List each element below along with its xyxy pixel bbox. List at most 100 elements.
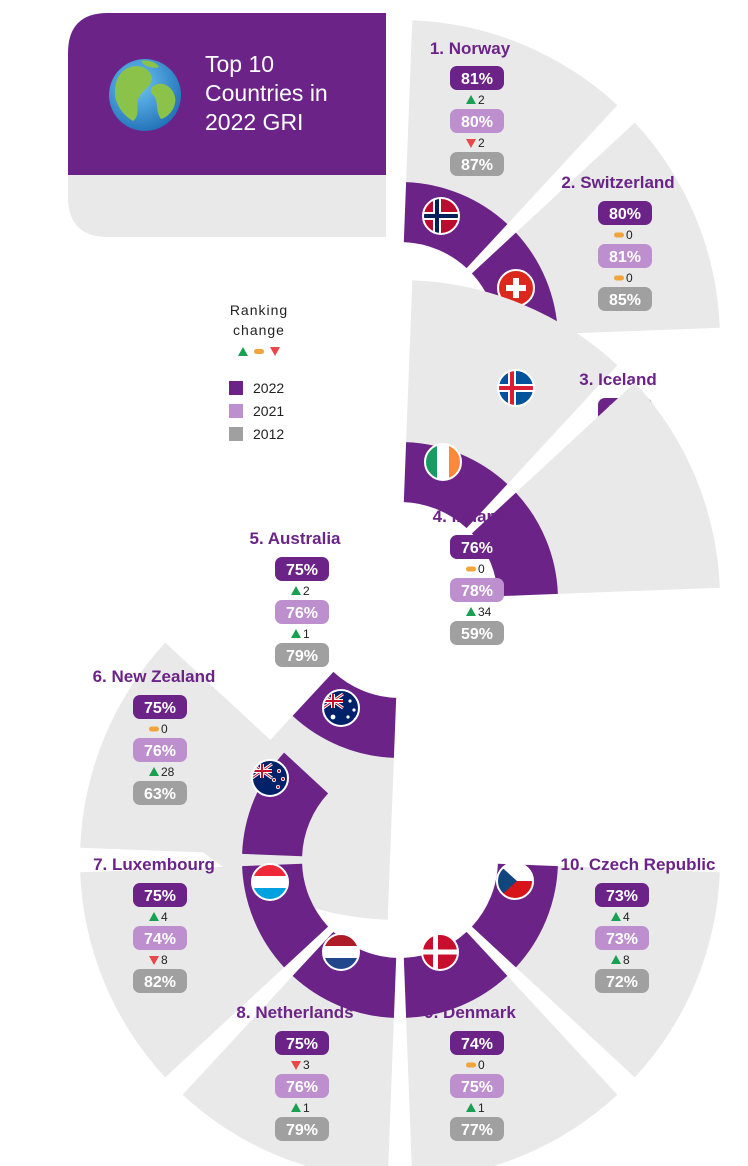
score-2022-pill [450, 66, 504, 90]
score-2012-pill [133, 969, 187, 993]
iceland-flag-icon [497, 369, 535, 407]
score-2022-value: 75% [144, 888, 176, 905]
ranking-change-value: 0 [626, 228, 633, 242]
legend-title-line-1: Ranking [230, 302, 288, 318]
ranking-change-value: 28 [161, 765, 175, 779]
segment-flag-band [242, 752, 329, 857]
segment-background [182, 975, 394, 1166]
score-2022-pill [133, 695, 187, 719]
score-2021-value: 76% [286, 1079, 318, 1096]
score-2022-pill [450, 1031, 504, 1055]
country-name: 7. Luxembourg [93, 855, 215, 874]
country-name: 9. Denmark [424, 1003, 516, 1022]
score-2012-value: 79% [286, 648, 318, 665]
legend-label-2021: 2021 [253, 403, 284, 419]
ranking-change-value: 4 [623, 910, 630, 924]
change-same-icon [466, 1062, 476, 1068]
country-segment: 4. Ireland 76% 78% 59% 0 34 [424, 382, 720, 645]
change-same-icon [614, 232, 624, 238]
change-up-icon [466, 95, 476, 104]
country-segments: 1. Norway 81% 80% 87% 2 2 2. Switzerland 80% 81%… [80, 20, 720, 1166]
score-2021-value: 76% [144, 743, 176, 760]
country-segment: 6. New Zealand 75% 76% 63% 0 28 [80, 642, 329, 857]
score-2021-value: 80% [461, 114, 493, 131]
score-2012-pill [595, 969, 649, 993]
ranking-change-value: 4 [161, 910, 168, 924]
change-up-icon [466, 607, 476, 616]
score-2012-pill [275, 643, 329, 667]
country-segment: 8. Netherlands 75% 76% 79% 3 1 [182, 931, 397, 1166]
ranking-change-value: 1 [303, 627, 310, 641]
score-2012-value: 82% [144, 974, 176, 991]
score-2012-value: 77% [461, 1122, 493, 1139]
score-2021-pill [595, 926, 649, 950]
score-2022-pill [595, 883, 649, 907]
legend-label-2012: 2012 [253, 426, 284, 442]
change-same-icon [149, 726, 159, 732]
ranking-change-value: 2 [478, 136, 485, 150]
score-2021-pill [275, 600, 329, 624]
ranking-change-value: 1 [478, 1101, 485, 1115]
score-2021-pill [450, 109, 504, 133]
change-up-icon [149, 767, 159, 776]
country-name: 6. New Zealand [93, 667, 216, 686]
score-2021-value: 78% [461, 583, 493, 600]
score-2012-pill [275, 1117, 329, 1141]
score-2021-value: 81% [609, 249, 641, 266]
score-2012-value: 59% [461, 626, 493, 643]
title-card-purple [68, 13, 386, 175]
country-name: 10. Czech Republic [561, 855, 716, 874]
country-name: 4. Ireland [433, 507, 508, 526]
score-2012-value: 63% [144, 786, 176, 803]
score-2012-value: 87% [461, 157, 493, 174]
change-up-icon [291, 629, 301, 638]
score-2012-pill [450, 621, 504, 645]
change-up-icon [291, 586, 301, 595]
segment-flag-band [292, 931, 397, 1018]
score-2012-value: 85% [609, 292, 641, 309]
score-2021-value: 75% [461, 1079, 493, 1096]
legend: Ranking change 2022 2021 2012 [229, 302, 288, 442]
norway-flag-icon [422, 197, 460, 235]
score-2021-pill [450, 578, 504, 602]
score-2022-pill [133, 883, 187, 907]
score-2021-pill [598, 244, 652, 268]
score-2022-value: 75% [286, 562, 318, 579]
score-2022-value: 76% [461, 540, 493, 557]
title-line-2: Countries in [205, 80, 328, 106]
legend-swatch-2022 [229, 381, 243, 395]
change-same-icon [466, 566, 476, 572]
segment-flag-band [471, 492, 558, 597]
legend-up-icon [238, 347, 248, 356]
legend-same-icon [254, 349, 264, 354]
score-2022-pill [598, 201, 652, 225]
country-name: 3. Iceland [579, 370, 656, 389]
score-2021-value: 76% [286, 605, 318, 622]
ranking-change-value: 0 [626, 271, 633, 285]
ranking-change-value: 0 [478, 562, 485, 576]
title-line-1: Top 10 [205, 51, 274, 77]
score-2021-pill [275, 1074, 329, 1098]
ireland-flag-icon [424, 443, 462, 481]
score-2012-pill [133, 781, 187, 805]
title-block: Top 10 Countries in 2022 GRI [68, 13, 386, 237]
score-2022-value: 75% [144, 700, 176, 717]
score-2012-pill [450, 152, 504, 176]
legend-swatch-2021 [229, 404, 243, 418]
change-up-icon [611, 912, 621, 921]
title-card-gray [68, 175, 386, 237]
segment-flag-band [471, 863, 558, 968]
country-segment: 10. Czech Republic 73% 73% 72% 4 8 [471, 855, 720, 1078]
ranking-change-value: 0 [161, 722, 168, 736]
change-up-icon [149, 912, 159, 921]
change-down-icon [149, 956, 159, 965]
score-2022-value: 73% [606, 888, 638, 905]
score-2022-value: 80% [609, 206, 641, 223]
change-up-icon [611, 955, 621, 964]
legend-title-line-2: change [233, 322, 285, 338]
segment-background [515, 382, 720, 594]
score-2012-pill [598, 287, 652, 311]
legend-down-icon [270, 347, 280, 356]
ranking-change-value: 3 [303, 1058, 310, 1072]
